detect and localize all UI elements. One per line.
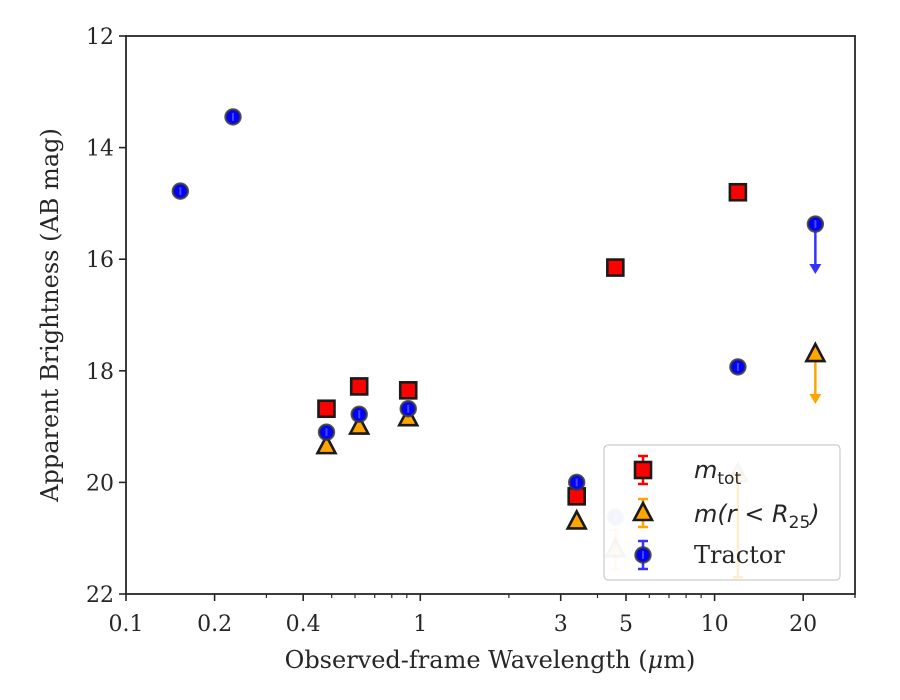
point-mtot — [317, 399, 336, 419]
point-tractor — [568, 473, 586, 492]
point-mr25 — [565, 508, 588, 530]
legend-marker-mtot — [633, 460, 653, 480]
y-tick-label: 18 — [86, 360, 114, 385]
x-tick-label: 5 — [619, 612, 633, 637]
point-tractor — [399, 400, 417, 418]
x-tick-label: 10 — [701, 612, 729, 637]
y-tick-label: 22 — [86, 583, 114, 608]
upper-limit-head — [809, 264, 822, 275]
legend-label-mtot: mtot — [694, 456, 741, 489]
legend-label-mr25: m(r < R25) — [694, 500, 820, 533]
upper-limit-head — [809, 394, 822, 405]
point-mr25 — [348, 413, 371, 435]
x-axis-label: Observed-frame Wavelength (μm) — [285, 646, 696, 674]
legend-frame — [603, 444, 841, 581]
y-tick-label: 20 — [86, 471, 114, 496]
x-tick-label: 0.2 — [197, 612, 232, 637]
point-tractor — [729, 358, 747, 376]
point-mr25 — [804, 341, 827, 363]
x-tick-label: 0.4 — [286, 612, 321, 637]
point-tractor — [317, 423, 336, 441]
legend-label-tractor: Tractor — [694, 541, 785, 569]
y-tick-label: 16 — [86, 248, 114, 273]
x-tick-label: 20 — [789, 612, 817, 637]
data-marks — [171, 108, 827, 579]
axes: 0.1 0.2 0.4 1 3 5 10 20 12 14 16 18 20 22 — [86, 25, 856, 637]
legend-markers — [631, 454, 655, 571]
point-mtot — [349, 377, 369, 396]
series-mtot — [317, 182, 748, 506]
legend: mtot m(r < R25) Tractor — [603, 444, 841, 581]
x-axis-label-mu: μ — [648, 646, 664, 674]
y-axis-label: Apparent Brightness (AB mag) — [36, 128, 64, 503]
legend-marker-tractor — [634, 546, 652, 564]
x-tick-label: 1 — [413, 612, 427, 637]
y-tick-label: 12 — [86, 25, 114, 50]
x-tick-label: 3 — [554, 612, 568, 637]
legend-marker-mr25 — [631, 500, 655, 522]
y-tick-label: 14 — [86, 137, 114, 162]
point-tractor — [350, 405, 368, 424]
point-tractor — [224, 108, 242, 126]
point-mtot — [606, 258, 625, 277]
point-mtot — [398, 381, 418, 400]
plot-frame — [125, 35, 856, 595]
point-mr25 — [315, 433, 338, 455]
point-tractor — [171, 182, 190, 200]
x-tick-label: 0.1 — [109, 612, 144, 637]
point-tractor — [806, 215, 825, 233]
point-mtot — [728, 182, 748, 202]
